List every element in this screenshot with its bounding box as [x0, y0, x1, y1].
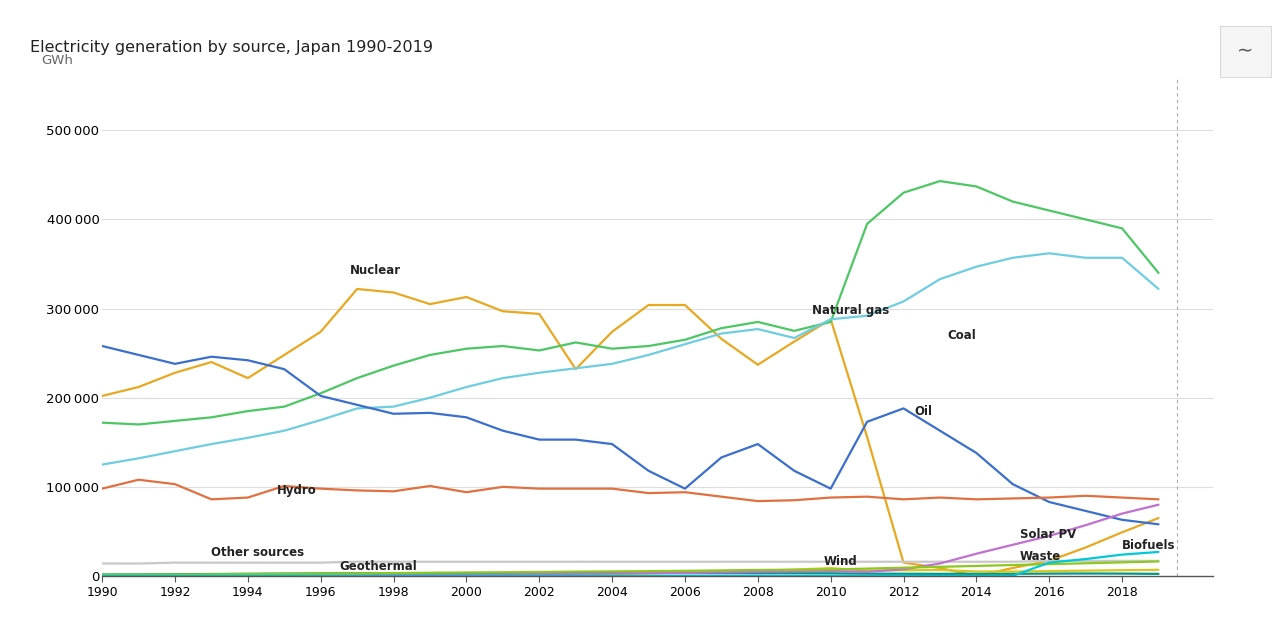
Text: Hydro: Hydro	[277, 484, 317, 497]
Text: Nuclear: Nuclear	[350, 264, 401, 276]
Text: Geothermal: Geothermal	[338, 560, 416, 573]
Text: Natural gas: Natural gas	[812, 304, 890, 317]
Text: Waste: Waste	[1020, 550, 1061, 563]
Text: ∼: ∼	[1237, 42, 1253, 61]
Text: Electricity generation by source, Japan 1990-2019: Electricity generation by source, Japan …	[29, 40, 433, 55]
Text: GWh: GWh	[41, 54, 73, 67]
Text: Biofuels: Biofuels	[1122, 539, 1176, 552]
Text: Wind: Wind	[824, 556, 857, 568]
Text: Other sources: Other sources	[212, 547, 304, 559]
Text: Oil: Oil	[914, 404, 932, 417]
Text: Solar PV: Solar PV	[1020, 527, 1077, 541]
Text: Coal: Coal	[948, 329, 976, 342]
